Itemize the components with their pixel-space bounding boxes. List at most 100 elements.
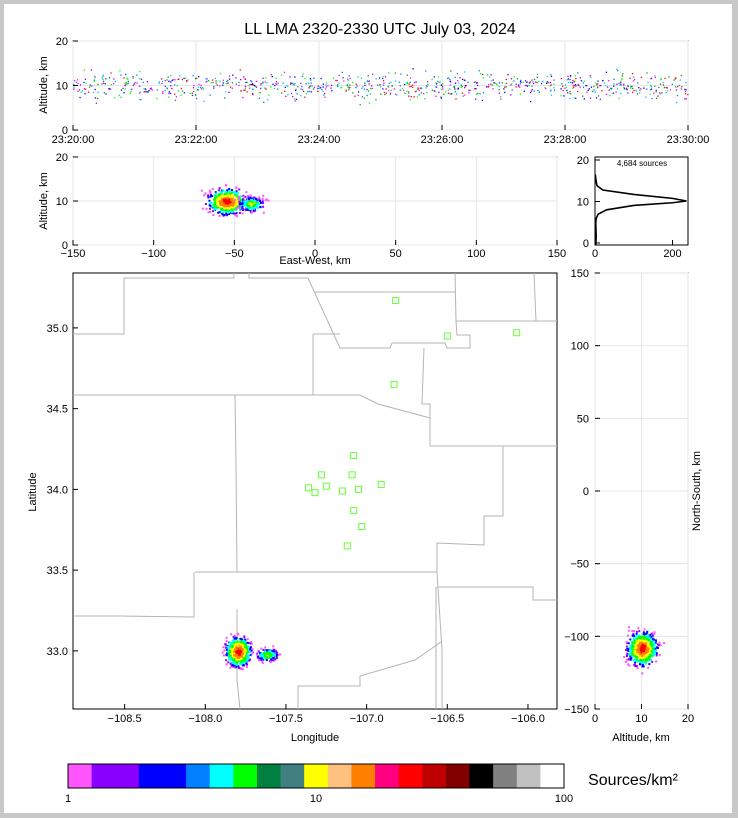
ew-density-cell	[251, 197, 254, 200]
time-altitude-point	[602, 80, 604, 82]
time-altitude-point	[677, 85, 679, 88]
ew-density-cell	[231, 194, 234, 197]
time-altitude-point	[376, 84, 379, 86]
time-altitude-point	[478, 70, 480, 72]
time-altitude-point	[268, 94, 270, 96]
time-altitude-point	[453, 86, 456, 89]
time-altitude-point	[79, 96, 81, 99]
time-altitude-point	[489, 76, 491, 78]
time-altitude-point	[605, 93, 608, 95]
time-altitude-point	[369, 87, 372, 90]
source-count-label: 4,684 sources	[617, 159, 667, 168]
time-altitude-point	[282, 82, 284, 84]
time-altitude-point	[170, 81, 172, 83]
time-altitude-point	[267, 99, 269, 101]
time-altitude-point	[621, 78, 623, 80]
time-altitude-point	[248, 85, 250, 87]
time-altitude-point	[440, 84, 443, 86]
map-density-cell	[243, 658, 246, 661]
time-altitude-point	[659, 93, 661, 95]
ns-density-cell	[646, 648, 649, 651]
time-altitude-point	[231, 82, 234, 84]
time-altitude-point	[200, 88, 203, 90]
time-altitude-point	[183, 77, 185, 80]
time-altitude-point	[168, 96, 170, 98]
time-altitude-point	[464, 85, 467, 87]
ew-density-cell	[224, 200, 227, 203]
map-density-cell	[225, 663, 228, 666]
time-altitude-point	[277, 82, 279, 84]
time-altitude-point	[370, 85, 373, 87]
ns-density-cell	[637, 639, 640, 642]
time-altitude-point	[412, 86, 414, 88]
time-altitude-point	[296, 93, 298, 95]
time-altitude-point	[440, 96, 442, 98]
map-density-cell	[267, 651, 270, 654]
time-altitude-point	[553, 79, 555, 81]
time-altitude-point	[96, 97, 99, 100]
time-altitude-point	[193, 90, 195, 93]
time-altitude-point	[174, 84, 176, 86]
time-altitude-point	[468, 92, 470, 94]
map-density-cell	[263, 655, 266, 658]
ew-density-cell	[220, 196, 223, 199]
ew-density-cell	[220, 195, 223, 198]
ns-density-cell	[631, 648, 634, 651]
time-altitude-point	[578, 84, 580, 87]
time-altitude-point	[621, 75, 623, 77]
ew-density-cell	[241, 212, 244, 215]
time-altitude-point	[685, 81, 687, 84]
time-altitude-point	[384, 93, 386, 96]
time-altitude-point	[498, 88, 500, 91]
ns-density-cell	[630, 650, 633, 653]
time-altitude-point	[426, 81, 429, 83]
time-altitude-point	[625, 87, 628, 89]
ns-density-cell	[626, 634, 629, 637]
time-altitude-point	[468, 89, 470, 92]
time-altitude-point	[520, 79, 522, 82]
lma-station-marker	[322, 482, 330, 490]
time-altitude-point	[616, 68, 618, 70]
map-density-cell	[242, 663, 245, 666]
time-altitude-point	[240, 90, 242, 92]
time-altitude-point	[124, 84, 126, 87]
time-altitude-point	[280, 74, 283, 76]
time-altitude-point	[372, 73, 374, 75]
time-altitude-point	[341, 71, 343, 74]
ns-density-cell	[627, 663, 630, 666]
time-altitude-point	[293, 98, 296, 100]
time-altitude-point	[317, 90, 319, 93]
time-altitude-point	[309, 85, 312, 87]
time-altitude-point	[174, 99, 177, 101]
time-altitude-point	[287, 94, 289, 96]
time-altitude-point	[379, 84, 381, 86]
time-altitude-point	[389, 93, 391, 96]
time-altitude-point	[143, 88, 145, 90]
time-altitude-point	[219, 72, 222, 75]
time-altitude-point	[308, 87, 310, 89]
time-altitude-point	[500, 95, 502, 98]
ns-density-cell	[648, 646, 651, 649]
time-y-tick-label: 20	[56, 36, 68, 48]
map-y-tick-label: 33.5	[47, 565, 68, 577]
ns-density-cell	[647, 659, 650, 662]
time-altitude-point	[528, 84, 530, 87]
time-altitude-point	[285, 95, 287, 98]
time-altitude-point	[265, 88, 267, 90]
time-altitude-point	[567, 75, 569, 78]
colorbar-swatch	[327, 764, 352, 788]
time-altitude-point	[94, 97, 97, 99]
ew-density-cell	[213, 205, 216, 208]
map-density-cell	[223, 649, 226, 652]
ew-density-cell	[229, 210, 232, 213]
ns-density-cell	[647, 644, 650, 647]
time-altitude-point	[680, 74, 682, 77]
map-density-cell	[273, 654, 276, 657]
map-density-cell	[233, 654, 236, 657]
time-altitude-point	[573, 81, 575, 83]
time-altitude-point	[239, 69, 241, 71]
time-altitude-point	[251, 83, 253, 86]
ew-density-cell	[235, 207, 238, 210]
time-altitude-point	[441, 86, 444, 88]
ns-density-cell	[631, 641, 634, 644]
